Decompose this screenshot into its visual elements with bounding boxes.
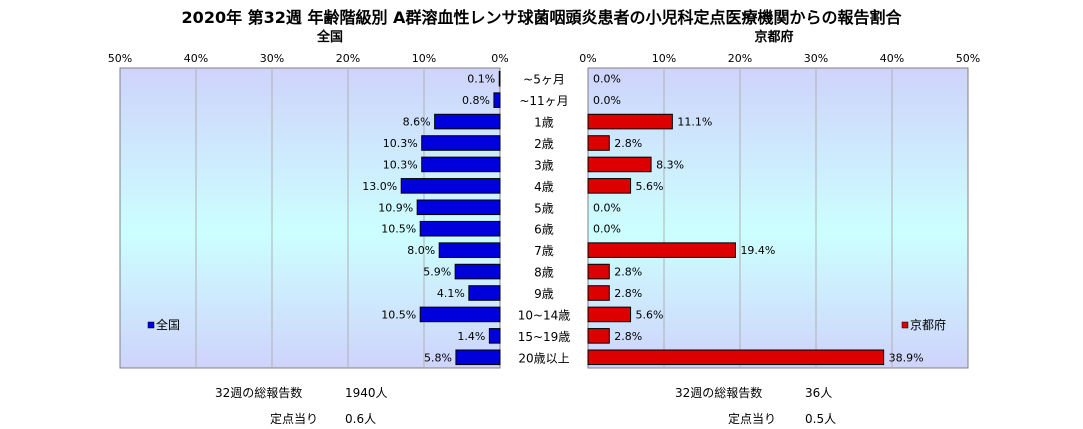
national-tick-label: 20%	[336, 52, 360, 65]
national-data-label: 8.6%	[403, 116, 431, 129]
category-label: 7歳	[534, 244, 554, 258]
kyoto-legend-swatch	[901, 321, 909, 329]
national-data-label: 5.8%	[424, 351, 452, 364]
kyoto-data-label: 19.4%	[740, 244, 775, 257]
category-label: 15~19歳	[518, 330, 571, 344]
category-label: 2歳	[534, 137, 554, 151]
national-data-label: 10.5%	[381, 223, 416, 236]
national-data-label: 0.1%	[467, 73, 495, 86]
kyoto-bar	[587, 242, 736, 258]
national-data-label: 4.1%	[437, 287, 465, 300]
kyoto-bar	[587, 135, 610, 151]
national-data-label: 10.3%	[383, 137, 418, 150]
category-label: ~5ヶ月	[523, 73, 565, 87]
kyoto-bar	[587, 178, 632, 194]
national-per-label: 定点当り	[270, 412, 319, 426]
category-label: 6歳	[534, 223, 554, 237]
kyoto-tick-label: 0%	[579, 52, 596, 65]
category-label: ~11ヶ月	[519, 94, 568, 108]
national-data-label: 10.5%	[381, 308, 416, 321]
kyoto-per-value: 0.5人	[805, 412, 837, 426]
national-data-label: 10.9%	[378, 201, 413, 214]
national-legend-label: 全国	[156, 317, 180, 332]
national-bar	[454, 263, 501, 280]
kyoto-per-label: 定点当り	[728, 412, 777, 426]
kyoto-bar	[587, 349, 885, 366]
national-total-value: 1940人	[345, 386, 388, 400]
national-bar	[488, 328, 501, 344]
national-bar	[434, 113, 501, 130]
national-data-label: 13.0%	[362, 180, 397, 193]
kyoto-legend-label: 京都府	[910, 317, 946, 332]
bars	[400, 70, 885, 366]
national-data-label: 5.9%	[423, 266, 451, 279]
national-bar	[419, 306, 501, 323]
national-bar	[400, 178, 501, 194]
national-bar	[498, 70, 501, 87]
category-label: 5歳	[534, 201, 554, 215]
kyoto-data-label: 5.6%	[636, 308, 664, 321]
labels: 50% 40% 30% 20% 10% 0% 0.1% 0.8% 8.6% 10.3% 10.3% 1…	[108, 52, 980, 365]
kyoto-subtitle: 京都府	[754, 30, 794, 45]
kyoto-tick-label: 50%	[956, 52, 980, 65]
national-data-label: 8.0%	[407, 244, 435, 257]
category-label: 4歳	[534, 180, 554, 194]
kyoto-data-label: 2.8%	[614, 266, 642, 279]
kyoto-data-label: 0.0%	[593, 94, 621, 107]
kyoto-bar	[587, 156, 652, 173]
kyoto-bar	[587, 113, 673, 130]
kyoto-bar	[587, 285, 610, 301]
national-bar	[421, 156, 501, 173]
kyoto-tick-label: 20%	[728, 52, 752, 65]
national-per-value: 0.6人	[345, 412, 377, 426]
kyoto-total-value: 36人	[805, 386, 833, 400]
category-label: 20歳以上	[518, 351, 569, 365]
kyoto-data-label: 2.8%	[614, 287, 642, 300]
national-bar	[493, 92, 501, 108]
kyoto-bar	[587, 306, 632, 323]
kyoto-bar	[587, 328, 610, 344]
kyoto-data-label: 8.3%	[656, 158, 684, 171]
kyoto-data-label: 38.9%	[889, 351, 924, 364]
national-bar	[416, 199, 501, 216]
kyoto-data-label: 5.6%	[636, 180, 664, 193]
category-label: 3歳	[534, 158, 554, 172]
category-label: 10~14歳	[518, 308, 571, 322]
national-tick-label: 0%	[491, 52, 508, 65]
national-bar	[438, 242, 501, 258]
kyoto-data-label: 0.0%	[593, 223, 621, 236]
kyoto-data-label: 0.0%	[593, 73, 621, 86]
national-bar	[419, 220, 501, 237]
national-data-label: 1.4%	[457, 330, 485, 343]
kyoto-data-label: 2.8%	[614, 330, 642, 343]
national-bar	[468, 285, 501, 301]
national-bar	[421, 135, 501, 151]
national-legend-swatch	[147, 321, 155, 329]
national-subtitle: 全国	[316, 30, 343, 45]
kyoto-tick-label: 40%	[880, 52, 904, 65]
national-tick-label: 40%	[184, 52, 208, 65]
kyoto-total-label: 32週の総報告数	[675, 386, 763, 400]
national-data-label: 10.3%	[383, 158, 418, 171]
national-data-label: 0.8%	[462, 94, 490, 107]
kyoto-data-label: 2.8%	[614, 137, 642, 150]
legends: 全国 京都府	[147, 317, 946, 332]
national-bar	[455, 349, 501, 366]
national-tick-label: 50%	[108, 52, 132, 65]
chart-title: 2020年 第32週 年齢階級別 A群溶血性レンサ球菌咽頭炎患者の小児科定点医療…	[181, 8, 902, 27]
category-label: 1歳	[534, 116, 554, 130]
national-tick-label: 30%	[260, 52, 284, 65]
national-tick-label: 10%	[412, 52, 436, 65]
kyoto-data-label: 0.0%	[593, 201, 621, 214]
kyoto-tick-label: 30%	[804, 52, 828, 65]
kyoto-tick-label: 10%	[652, 52, 676, 65]
category-label: 9歳	[534, 287, 554, 301]
kyoto-data-label: 11.1%	[677, 116, 712, 129]
kyoto-bar	[587, 263, 610, 280]
national-total-label: 32週の総報告数	[215, 386, 303, 400]
category-label: 8歳	[534, 266, 554, 280]
